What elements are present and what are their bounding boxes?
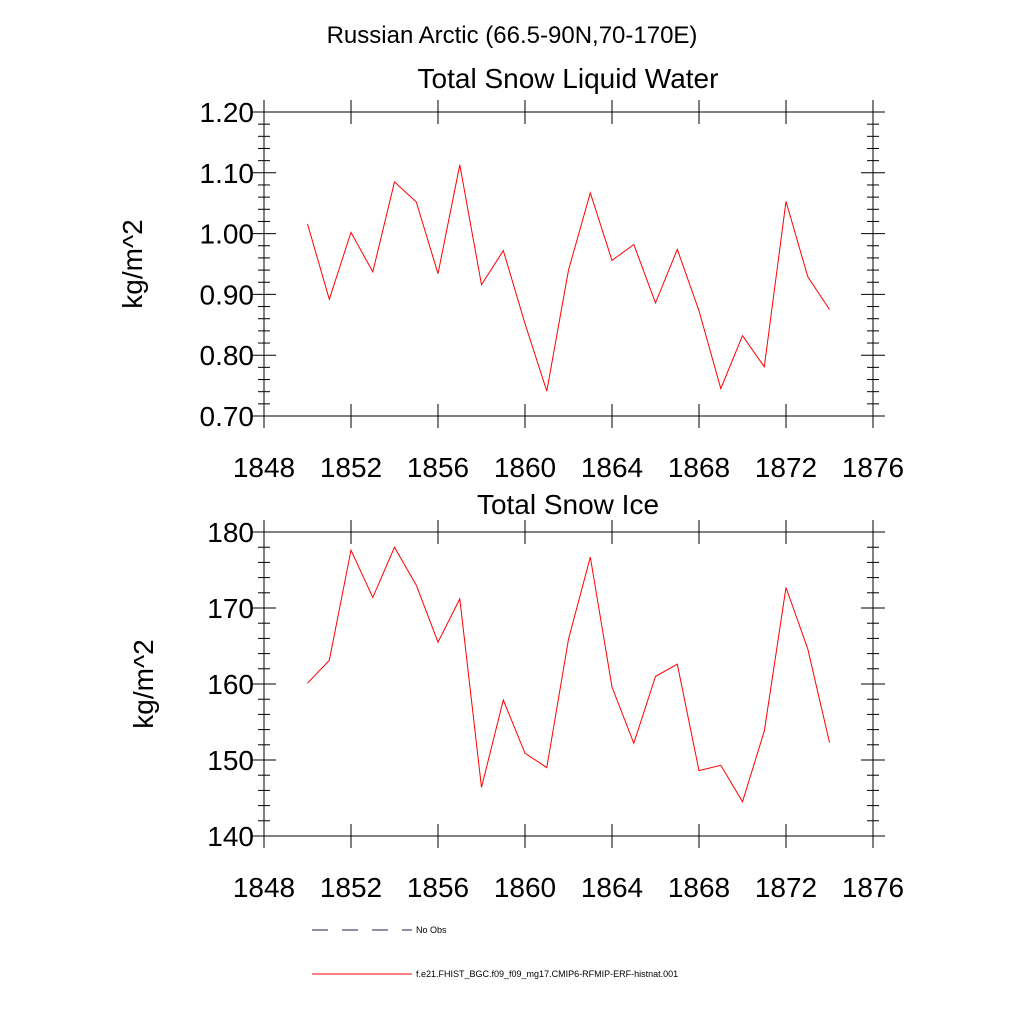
y-tick-label: 1.00	[200, 219, 255, 250]
y-tick-label: 150	[207, 745, 254, 776]
x-tick-label: 1856	[407, 872, 469, 903]
y-tick-label: 140	[207, 821, 254, 852]
x-tick-label: 1868	[668, 452, 730, 483]
main-title: Russian Arctic (66.5-90N,70-170E)	[327, 22, 698, 49]
chart-title: Total Snow Ice	[477, 489, 659, 520]
y-axis-label: kg/m^2	[128, 639, 159, 728]
y-axis-label: kg/m^2	[117, 219, 148, 308]
x-tick-label: 1876	[842, 872, 904, 903]
x-tick-label: 1852	[320, 872, 382, 903]
y-tick-label: 170	[207, 593, 254, 624]
y-tick-label: 0.70	[200, 401, 255, 432]
series-line-0	[307, 546, 830, 804]
legend-label-model: f.e21.FHIST_BGC.f09_f09_mg17.CMIP6-RFMIP…	[416, 969, 678, 979]
x-tick-label: 1852	[320, 452, 382, 483]
x-tick-label: 1856	[407, 452, 469, 483]
x-tick-label: 1864	[581, 452, 643, 483]
chart-title: Total Snow Liquid Water	[418, 63, 719, 94]
panel-snow-liquid-water: Total Snow Liquid Water kg/m^2 1848 1852 1…	[117, 63, 904, 483]
x-tick-label: 1868	[668, 872, 730, 903]
legend: No Obs f.e21.FHIST_BGC.f09_f09_mg17.CMIP…	[312, 925, 678, 979]
plot-frame	[263, 111, 874, 417]
y-tick-label: 1.10	[200, 158, 255, 189]
y-tick-label: 180	[207, 517, 254, 548]
y-tick-label: 0.90	[200, 279, 255, 310]
x-tick-label: 1872	[755, 872, 817, 903]
x-tick-label: 1864	[581, 872, 643, 903]
plot-frame	[263, 531, 874, 837]
x-tick-label: 1860	[494, 872, 556, 903]
series-line-0	[307, 164, 830, 392]
x-tick-label: 1860	[494, 452, 556, 483]
y-tick-label: 160	[207, 669, 254, 700]
panel-snow-ice: Total Snow Ice kg/m^2 1848 1852 1856 1860 18…	[128, 489, 904, 903]
y-tick-label: 0.80	[200, 340, 255, 371]
x-tick-label: 1872	[755, 452, 817, 483]
legend-label-no-obs: No Obs	[416, 925, 447, 935]
x-tick-label: 1876	[842, 452, 904, 483]
y-tick-label: 1.20	[200, 97, 255, 128]
x-tick-label: 1848	[233, 872, 295, 903]
x-tick-label: 1848	[233, 452, 295, 483]
